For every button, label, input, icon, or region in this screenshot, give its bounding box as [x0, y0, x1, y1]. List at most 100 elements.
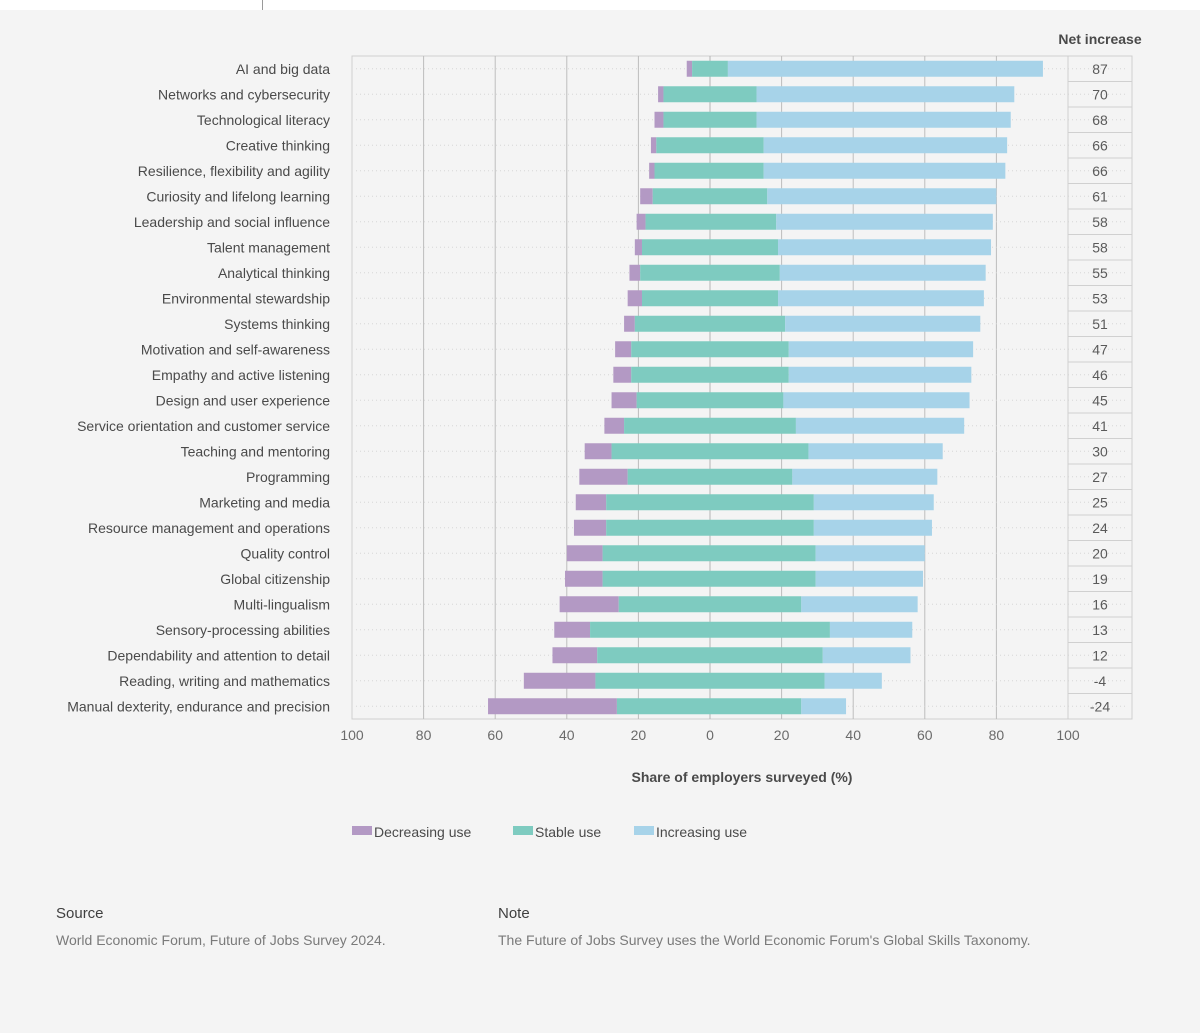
bar-increasing-use: [779, 264, 986, 281]
bar-increasing-use: [788, 341, 974, 358]
bar-stable-use: [641, 239, 779, 256]
bar-increasing-use: [801, 596, 918, 613]
bar-stable-use: [602, 545, 816, 562]
bar-increasing-use: [813, 494, 934, 511]
net-increase-value: 61: [1092, 188, 1108, 204]
bar-decreasing-use: [658, 86, 664, 103]
bar-increasing-use: [776, 213, 993, 230]
net-increase-value: 70: [1092, 86, 1108, 102]
net-increase-value: 24: [1092, 520, 1108, 536]
x-tick-label: 0: [706, 727, 714, 743]
bar-stable-use: [640, 264, 780, 281]
category-label: Motivation and self-awareness: [141, 341, 330, 357]
note-block: Note The Future of Jobs Survey uses the …: [498, 905, 1158, 948]
x-tick-label: 80: [989, 727, 1005, 743]
category-label: Sensory-processing abilities: [156, 622, 330, 638]
bar-decreasing-use: [615, 341, 632, 358]
legend-label: Stable use: [535, 824, 601, 840]
net-increase-value: 16: [1092, 596, 1108, 612]
bar-stable-use: [595, 672, 825, 689]
category-label: Resilience, flexibility and agility: [138, 163, 330, 179]
bar-decreasing-use: [613, 366, 632, 383]
bar-decreasing-use: [575, 494, 607, 511]
bar-decreasing-use: [573, 519, 607, 536]
bar-decreasing-use: [649, 162, 655, 179]
bar-stable-use: [631, 341, 789, 358]
plot-frame: [351, 55, 1133, 720]
skills-chart: AI and big data Networks and cybersecurit…: [67, 31, 1142, 840]
legend-swatch: [352, 826, 372, 835]
category-label: Teaching and mentoring: [181, 443, 330, 459]
bar-stable-use: [631, 366, 789, 383]
bar-stable-use: [602, 570, 816, 587]
bar-decreasing-use: [686, 60, 693, 77]
bar-stable-use: [627, 468, 793, 485]
legend: Decreasing use Stable use Increasing use: [352, 824, 747, 840]
bar-increasing-use: [801, 698, 847, 715]
net-increase-value: 45: [1092, 392, 1108, 408]
net-increase-value: 55: [1092, 265, 1108, 281]
bar-stable-use: [663, 86, 757, 103]
category-label: Resource management and operations: [88, 520, 330, 536]
net-increase-value: 46: [1092, 367, 1108, 383]
bar-increasing-use: [813, 519, 932, 536]
x-tick-label: 20: [631, 727, 647, 743]
top-divider-tick: [262, 0, 263, 10]
bar-increasing-use: [763, 162, 1006, 179]
bar-stable-use: [606, 494, 814, 511]
x-tick-labels: 100 80 60 40 20 0 20 40 60 80 100: [340, 727, 1080, 743]
category-label: AI and big data: [236, 61, 330, 77]
grid-lines: [423, 56, 1069, 719]
bar-decreasing-use: [552, 647, 598, 664]
source-text: World Economic Forum, Future of Jobs Sur…: [56, 932, 386, 948]
net-increase-value: 47: [1092, 341, 1108, 357]
bar-decreasing-use: [554, 621, 591, 638]
bar-stable-use: [597, 647, 823, 664]
legend-label: Decreasing use: [374, 824, 471, 840]
category-labels: AI and big data Networks and cybersecurit…: [67, 61, 330, 715]
net-increase-value: 25: [1092, 494, 1108, 510]
bar-stable-use: [624, 417, 796, 434]
x-tick-label: 40: [845, 727, 861, 743]
category-label: Environmental stewardship: [162, 290, 330, 306]
bar-decreasing-use: [650, 137, 657, 154]
bar-stable-use: [692, 60, 728, 77]
net-increase-value: -24: [1090, 698, 1110, 714]
bars: [488, 60, 1043, 715]
bar-decreasing-use: [624, 315, 635, 332]
bar-increasing-use: [778, 239, 992, 256]
category-label: Service orientation and customer service: [77, 418, 330, 434]
bar-increasing-use: [763, 137, 1008, 154]
category-label: Technological literacy: [197, 112, 330, 128]
x-tick-label: 100: [340, 727, 364, 743]
net-increase-value: 58: [1092, 214, 1108, 230]
bar-increasing-use: [795, 417, 965, 434]
bar-increasing-use: [778, 290, 984, 307]
bar-increasing-use: [788, 366, 972, 383]
category-label: Programming: [246, 469, 330, 485]
x-axis-label: Share of employers surveyed (%): [632, 769, 853, 785]
bar-increasing-use: [815, 545, 925, 562]
bar-decreasing-use: [627, 290, 642, 307]
bar-stable-use: [634, 315, 786, 332]
bar-decreasing-use: [654, 111, 664, 128]
bar-stable-use: [616, 698, 802, 715]
top-strip: [0, 0, 1200, 10]
bar-stable-use: [663, 111, 757, 128]
net-increase-value: 87: [1092, 61, 1108, 77]
category-label: Empathy and active listening: [152, 367, 330, 383]
net-increase-value: 58: [1092, 239, 1108, 255]
x-tick-label: 20: [774, 727, 790, 743]
bar-stable-use: [641, 290, 779, 307]
net-increase-value: 27: [1092, 469, 1108, 485]
net-increase-value: 13: [1092, 622, 1108, 638]
category-label: Manual dexterity, endurance and precisio…: [67, 698, 330, 714]
bar-decreasing-use: [629, 264, 641, 281]
net-increase-value: 66: [1092, 137, 1108, 153]
category-label: Curiosity and lifelong learning: [146, 188, 330, 204]
net-increase-value: 19: [1092, 571, 1108, 587]
bar-decreasing-use: [565, 570, 603, 587]
bar-decreasing-use: [488, 698, 617, 715]
bar-decreasing-use: [611, 392, 637, 409]
bar-decreasing-use: [640, 188, 653, 205]
